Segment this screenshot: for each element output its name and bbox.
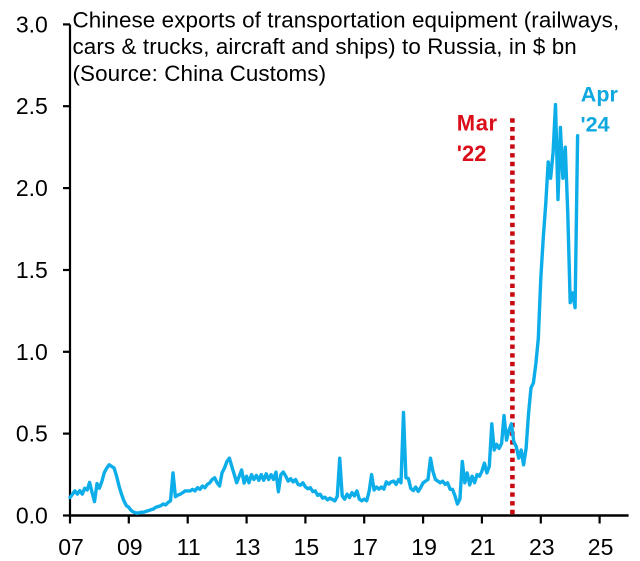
svg-text:15: 15 bbox=[294, 534, 320, 560]
svg-text:21: 21 bbox=[470, 534, 496, 560]
svg-text:cars & trucks, aircraft and sh: cars & trucks, aircraft and ships) to Ru… bbox=[73, 34, 577, 59]
svg-text:0.5: 0.5 bbox=[16, 421, 48, 447]
svg-text:2.0: 2.0 bbox=[16, 175, 48, 201]
svg-text:2.5: 2.5 bbox=[16, 93, 48, 119]
svg-text:19: 19 bbox=[411, 534, 437, 560]
svg-text:09: 09 bbox=[117, 534, 143, 560]
svg-text:3.0: 3.0 bbox=[16, 11, 48, 37]
svg-text:13: 13 bbox=[235, 534, 261, 560]
svg-text:'22: '22 bbox=[457, 141, 487, 166]
svg-text:07: 07 bbox=[58, 534, 84, 560]
svg-text:'24: '24 bbox=[581, 112, 610, 136]
svg-text:17: 17 bbox=[352, 534, 378, 560]
svg-text:Chinese exports of transportat: Chinese exports of transportation equipm… bbox=[73, 8, 620, 33]
svg-text:1.0: 1.0 bbox=[16, 339, 48, 365]
svg-text:11: 11 bbox=[177, 534, 201, 560]
svg-text:Mar: Mar bbox=[457, 110, 498, 135]
svg-text:23: 23 bbox=[529, 534, 555, 560]
svg-text:Apr: Apr bbox=[581, 83, 619, 107]
svg-text:0.0: 0.0 bbox=[16, 503, 48, 529]
svg-text:1.5: 1.5 bbox=[16, 257, 48, 283]
svg-text:(Source: China Customs): (Source: China Customs) bbox=[73, 61, 327, 86]
svg-text:25: 25 bbox=[588, 534, 614, 560]
